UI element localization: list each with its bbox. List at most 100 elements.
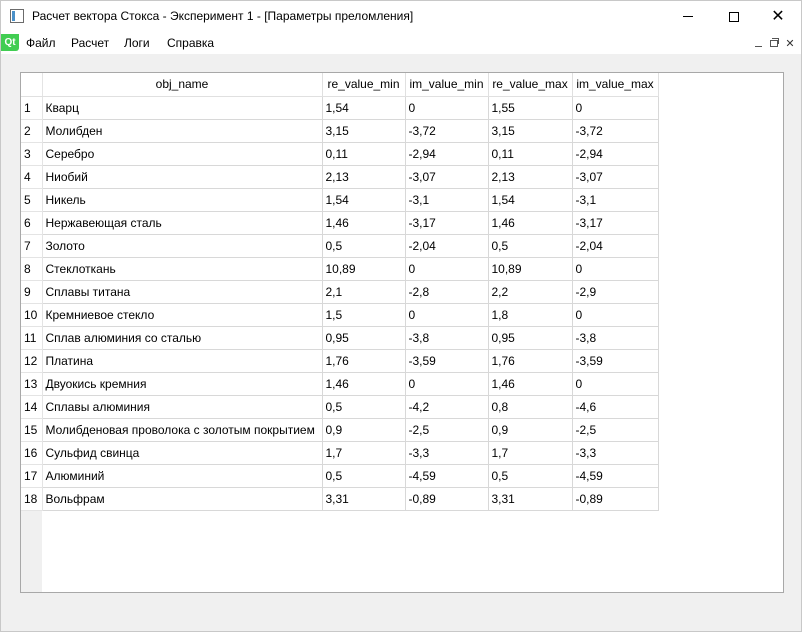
menu-help[interactable]: Справка: [167, 36, 215, 50]
column-header[interactable]: re_value_max: [488, 73, 573, 97]
table-cell[interactable]: -2,94: [572, 142, 659, 166]
maximize-button[interactable]: [711, 1, 757, 32]
mdi-restore-button[interactable]: [766, 36, 782, 50]
table-cell[interactable]: -3,07: [572, 165, 659, 189]
table-cell[interactable]: -4,59: [405, 464, 489, 488]
table-cell[interactable]: Серебро: [42, 142, 323, 166]
table-cell[interactable]: 2,1: [322, 280, 406, 304]
table-cell[interactable]: -2,9: [572, 280, 659, 304]
row-header[interactable]: 13: [21, 372, 43, 396]
table-cell[interactable]: 1,54: [322, 96, 406, 120]
menu-calc[interactable]: Расчет: [71, 36, 110, 50]
row-header[interactable]: 16: [21, 441, 43, 465]
table-cell[interactable]: Сплавы алюминия: [42, 395, 323, 419]
table-cell[interactable]: 0: [405, 303, 489, 327]
menu-file[interactable]: Файл: [26, 36, 56, 50]
table-cell[interactable]: 2,13: [322, 165, 406, 189]
table-cell[interactable]: -3,17: [405, 211, 489, 235]
table-cell[interactable]: -3,59: [405, 349, 489, 373]
column-header[interactable]: im_value_min: [405, 73, 489, 97]
table-cell[interactable]: 10,89: [322, 257, 406, 281]
table-cell[interactable]: -3,1: [572, 188, 659, 212]
table-cell[interactable]: 10,89: [488, 257, 573, 281]
table-cell[interactable]: Вольфрам: [42, 487, 323, 511]
table-cell[interactable]: 1,55: [488, 96, 573, 120]
table-cell[interactable]: 3,15: [488, 119, 573, 143]
table-cell[interactable]: -3,72: [572, 119, 659, 143]
table-cell[interactable]: Никель: [42, 188, 323, 212]
row-header[interactable]: 14: [21, 395, 43, 419]
table-cell[interactable]: 1,46: [488, 211, 573, 235]
table-cell[interactable]: 0,95: [322, 326, 406, 350]
menu-logs[interactable]: Логи: [124, 36, 150, 50]
table-cell[interactable]: -3,59: [572, 349, 659, 373]
table-cell[interactable]: 0,5: [488, 464, 573, 488]
table-cell[interactable]: 1,5: [322, 303, 406, 327]
table-cell[interactable]: Молибден: [42, 119, 323, 143]
row-header[interactable]: 15: [21, 418, 43, 442]
table-cell[interactable]: 0,5: [322, 234, 406, 258]
table-cell[interactable]: 1,76: [488, 349, 573, 373]
app-icon[interactable]: [10, 9, 24, 23]
table-cell[interactable]: Кремниевое стекло: [42, 303, 323, 327]
table-cell[interactable]: Молибденовая проволока с золотым покрыти…: [42, 418, 323, 442]
table-cell[interactable]: 2,2: [488, 280, 573, 304]
table-cell[interactable]: 0,8: [488, 395, 573, 419]
row-header[interactable]: 2: [21, 119, 43, 143]
table-cell[interactable]: -3,3: [572, 441, 659, 465]
table-cell[interactable]: 1,76: [322, 349, 406, 373]
table-cell[interactable]: -3,1: [405, 188, 489, 212]
table-cell[interactable]: 0: [405, 257, 489, 281]
column-header[interactable]: im_value_max: [572, 73, 659, 97]
table-cell[interactable]: -2,94: [405, 142, 489, 166]
table-cell[interactable]: 3,31: [322, 487, 406, 511]
table-cell[interactable]: 1,46: [488, 372, 573, 396]
table-cell[interactable]: 1,46: [322, 211, 406, 235]
table-cell[interactable]: 3,31: [488, 487, 573, 511]
table-cell[interactable]: 0,9: [488, 418, 573, 442]
table-cell[interactable]: -3,07: [405, 165, 489, 189]
table-cell[interactable]: Алюминий: [42, 464, 323, 488]
table-cell[interactable]: 0: [572, 96, 659, 120]
table-cell[interactable]: Нержавеющая сталь: [42, 211, 323, 235]
table-cell[interactable]: Кварц: [42, 96, 323, 120]
table-cell[interactable]: -3,3: [405, 441, 489, 465]
qt-logo-icon[interactable]: Qt: [1, 34, 19, 51]
row-header[interactable]: 8: [21, 257, 43, 281]
table-cell[interactable]: Сульфид свинца: [42, 441, 323, 465]
table-cell[interactable]: 1,54: [322, 188, 406, 212]
table-cell[interactable]: Платина: [42, 349, 323, 373]
table-cell[interactable]: 1,7: [488, 441, 573, 465]
table-cell[interactable]: 1,7: [322, 441, 406, 465]
table-cell[interactable]: -2,8: [405, 280, 489, 304]
title-bar[interactable]: Расчет вектора Стокса - Эксперимент 1 - …: [1, 1, 801, 32]
table-cell[interactable]: 0,5: [488, 234, 573, 258]
row-header[interactable]: 9: [21, 280, 43, 304]
table-cell[interactable]: Ниобий: [42, 165, 323, 189]
row-header[interactable]: 10: [21, 303, 43, 327]
table-cell[interactable]: Золото: [42, 234, 323, 258]
table-cell[interactable]: Сплавы титана: [42, 280, 323, 304]
table-cell[interactable]: -4,2: [405, 395, 489, 419]
table-cell[interactable]: 0,9: [322, 418, 406, 442]
table-cell[interactable]: 0,11: [488, 142, 573, 166]
row-header[interactable]: 17: [21, 464, 43, 488]
row-header[interactable]: 1: [21, 96, 43, 120]
table-cell[interactable]: -3,17: [572, 211, 659, 235]
table-cell[interactable]: 1,8: [488, 303, 573, 327]
row-header[interactable]: 11: [21, 326, 43, 350]
row-header[interactable]: 12: [21, 349, 43, 373]
table-cell[interactable]: -3,72: [405, 119, 489, 143]
mdi-close-button[interactable]: ✕: [782, 36, 798, 50]
table-cell[interactable]: 0: [572, 372, 659, 396]
minimize-button[interactable]: [665, 1, 711, 32]
table-cell[interactable]: 1,46: [322, 372, 406, 396]
table-cell[interactable]: 0,5: [322, 395, 406, 419]
table-cell[interactable]: Двуокись кремния: [42, 372, 323, 396]
table-cell[interactable]: 0: [572, 303, 659, 327]
table-cell[interactable]: -4,6: [572, 395, 659, 419]
table-cell[interactable]: 2,13: [488, 165, 573, 189]
mdi-minimize-button[interactable]: [750, 36, 766, 50]
table-cell[interactable]: 0: [572, 257, 659, 281]
row-header[interactable]: 18: [21, 487, 43, 511]
